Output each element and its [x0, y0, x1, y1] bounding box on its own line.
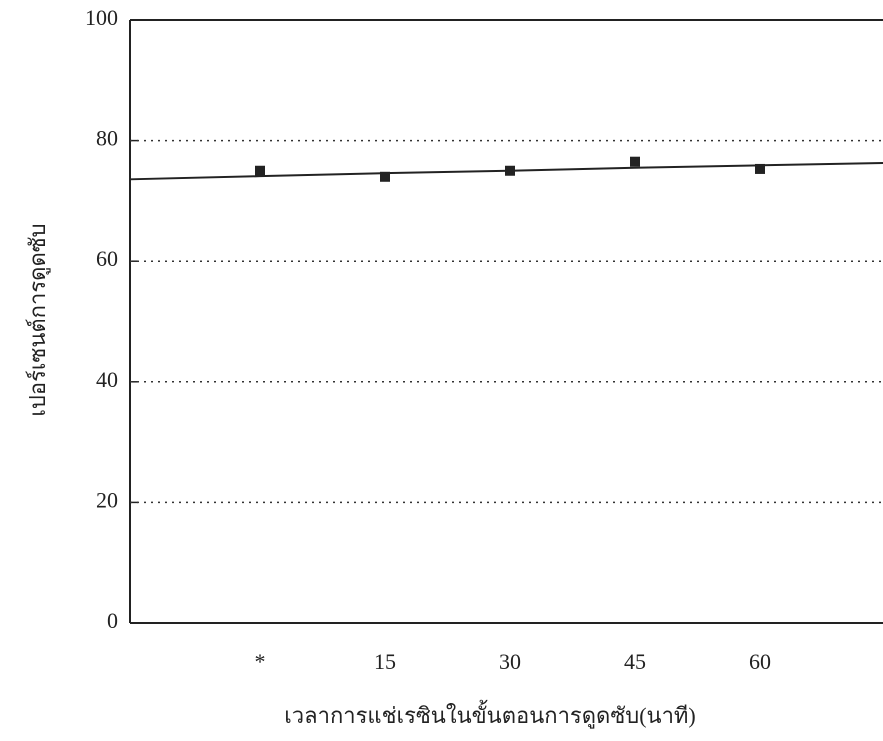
y-tick-label: 100: [85, 5, 118, 30]
chart: เวลาการแช่เรซินในขั้นตอนการดูดซับ(นาที) …: [0, 0, 883, 741]
x-tick-label: 60: [749, 649, 771, 674]
y-tick-label: 20: [96, 487, 118, 512]
y-tick-label: 40: [96, 367, 118, 392]
y-axis-title: เปอร์เซนต์การดูดซับ: [25, 223, 51, 416]
page: {"chart_data": {"type": "scatter", "x_la…: [0, 0, 883, 741]
y-tick-label: 80: [96, 126, 118, 151]
x-tick-label: 15: [374, 649, 396, 674]
x-tick-label: *: [255, 649, 266, 674]
y-tick-label: 0: [107, 608, 118, 633]
x-tick-label: 30: [499, 649, 521, 674]
trend-line-extension: [130, 176, 260, 179]
trend-line-extension: [760, 163, 883, 165]
y-tick-label: 60: [96, 246, 118, 271]
data-point: [630, 157, 640, 167]
x-tick-label: 45: [624, 649, 646, 674]
x-axis-title: เวลาการแช่เรซินในขั้นตอนการดูดซับ(นาที): [284, 700, 696, 729]
data-point: [255, 166, 265, 176]
